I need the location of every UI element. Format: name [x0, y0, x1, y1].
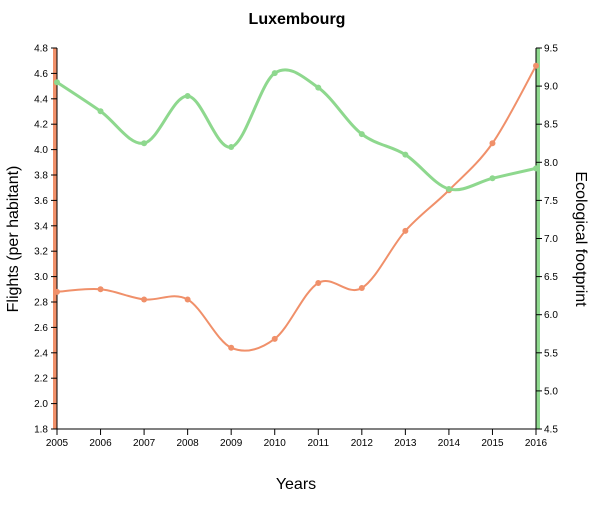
x-tick-label: 2014	[438, 438, 461, 449]
flights-data-point	[141, 296, 148, 303]
x-tick-label: 2010	[264, 438, 287, 449]
footprint-data-point	[489, 175, 496, 182]
flights-series-line	[56, 64, 537, 352]
footprint-data-point	[358, 131, 365, 138]
axes: 1.8 2.0 2.2 2.4 2.6 2.8 3.0 3.2 3.4 3.6 3.8 4.0 4.2 4…	[34, 44, 558, 450]
left-y-tick-label: 2.4	[34, 348, 48, 359]
x-tick-label: 2006	[89, 438, 112, 449]
footprint-series-line	[55, 68, 538, 192]
x-tick-label: 2013	[394, 438, 417, 449]
left-y-tick-label: 3.6	[34, 196, 48, 207]
right-y-tick-label: 5.5	[544, 348, 558, 359]
flights-data-point	[271, 335, 278, 342]
right-y-tick-label: 7.5	[544, 196, 558, 207]
footprint-data-point	[315, 84, 322, 91]
flights-data-point	[402, 227, 409, 234]
left-y-tick-label: 4.4	[34, 94, 48, 105]
footprint-data-point	[402, 151, 409, 158]
x-axis-title: Years	[276, 476, 316, 493]
left-y-tick-label: 4.8	[34, 44, 48, 55]
flights-data-point	[489, 140, 496, 147]
flights-data-point	[184, 296, 191, 303]
right-y-tick-label: 6.0	[544, 310, 558, 321]
left-y-tick-label: 3.4	[34, 221, 48, 232]
footprint-data-point	[97, 108, 104, 115]
x-tick-label: 2012	[351, 438, 374, 449]
chart-title: Luxembourg	[249, 11, 346, 28]
right-y-tick-label: 9.5	[544, 44, 558, 55]
right-y-axis-title: Ecological footprint	[572, 171, 589, 307]
left-y-tick-label: 3.8	[34, 171, 48, 182]
footprint-data-point	[184, 93, 191, 100]
x-tick-label: 2008	[177, 438, 200, 449]
flights-data-point	[54, 288, 60, 295]
left-y-tick-label: 3.0	[34, 272, 48, 283]
footprint-data-point	[445, 185, 452, 192]
right-y-tick-label: 4.5	[544, 425, 558, 436]
left-y-tick-label: 3.2	[34, 247, 48, 258]
flights-data-point	[533, 62, 539, 69]
right-y-tick-label: 6.5	[544, 272, 558, 283]
x-tick-label: 2016	[525, 438, 548, 449]
footprint-data-point	[271, 70, 278, 77]
left-y-tick-label: 4.0	[34, 145, 48, 156]
left-y-tick-label: 2.6	[34, 323, 48, 334]
x-tick-label: 2007	[133, 438, 156, 449]
left-axis-bar	[53, 48, 57, 429]
left-y-tick-label: 4.6	[34, 69, 48, 80]
flights-data-point	[358, 285, 365, 292]
left-y-tick-label: 4.2	[34, 120, 48, 131]
footprint-data-point	[54, 79, 60, 86]
left-y-tick-label: 2.0	[34, 399, 48, 410]
footprint-data-point	[141, 140, 148, 147]
flights-data-point	[315, 279, 322, 286]
series-layer	[54, 62, 539, 352]
left-y-tick-label: 1.8	[34, 425, 48, 436]
right-y-tick-label: 7.0	[544, 234, 558, 245]
left-y-axis-title: Flights (per habitant)	[5, 166, 22, 313]
right-y-tick-label: 8.0	[544, 158, 558, 169]
x-tick-label: 2009	[220, 438, 243, 449]
flights-data-point	[97, 286, 104, 293]
x-tick-label: 2005	[46, 438, 69, 449]
footprint-data-point	[533, 165, 539, 172]
x-tick-label: 2015	[481, 438, 504, 449]
right-y-tick-label: 8.5	[544, 120, 558, 131]
x-tick-label: 2011	[308, 438, 330, 449]
footprint-data-point	[228, 144, 235, 151]
right-y-tick-label: 9.0	[544, 82, 558, 93]
flights-data-point	[228, 344, 235, 351]
left-y-tick-label: 2.2	[34, 374, 48, 385]
left-y-tick-label: 2.8	[34, 298, 48, 309]
right-y-tick-label: 5.0	[544, 386, 558, 397]
